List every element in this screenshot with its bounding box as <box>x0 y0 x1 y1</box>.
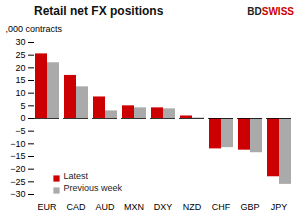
svg-text:CAD: CAD <box>66 202 86 212</box>
svg-text:AUD: AUD <box>95 202 115 212</box>
svg-text:30: 30 <box>15 37 25 47</box>
svg-text:−30: −30 <box>10 189 25 199</box>
svg-text:−5: −5 <box>15 126 25 136</box>
svg-text:−10: −10 <box>10 139 25 149</box>
svg-text:MXN: MXN <box>124 202 144 212</box>
svg-text:−25: −25 <box>10 177 25 187</box>
svg-text:5: 5 <box>20 101 25 111</box>
svg-text:Latest: Latest <box>64 171 89 181</box>
svg-text:−15: −15 <box>10 151 25 161</box>
svg-text:GBP: GBP <box>240 202 259 212</box>
svg-text:CHF: CHF <box>212 202 231 212</box>
svg-text:,000 contracts: ,000 contracts <box>6 24 63 34</box>
svg-text:0: 0 <box>20 113 25 123</box>
svg-text:20: 20 <box>15 63 25 73</box>
svg-text:JPY: JPY <box>271 202 288 212</box>
html-text:Retail net FX positions: Retail net FX positions <box>34 4 164 18</box>
html-text:BD SWISS: BD SWISS <box>247 5 294 17</box>
svg-text:15: 15 <box>15 75 25 85</box>
svg-text:−20: −20 <box>10 164 25 174</box>
svg-text:NZD: NZD <box>183 202 202 212</box>
svg-text:25: 25 <box>15 50 25 60</box>
svg-text:EUR: EUR <box>37 202 57 212</box>
svg-text:10: 10 <box>15 88 25 98</box>
svg-text:DXY: DXY <box>154 202 173 212</box>
svg-text:Previous week: Previous week <box>64 183 123 193</box>
